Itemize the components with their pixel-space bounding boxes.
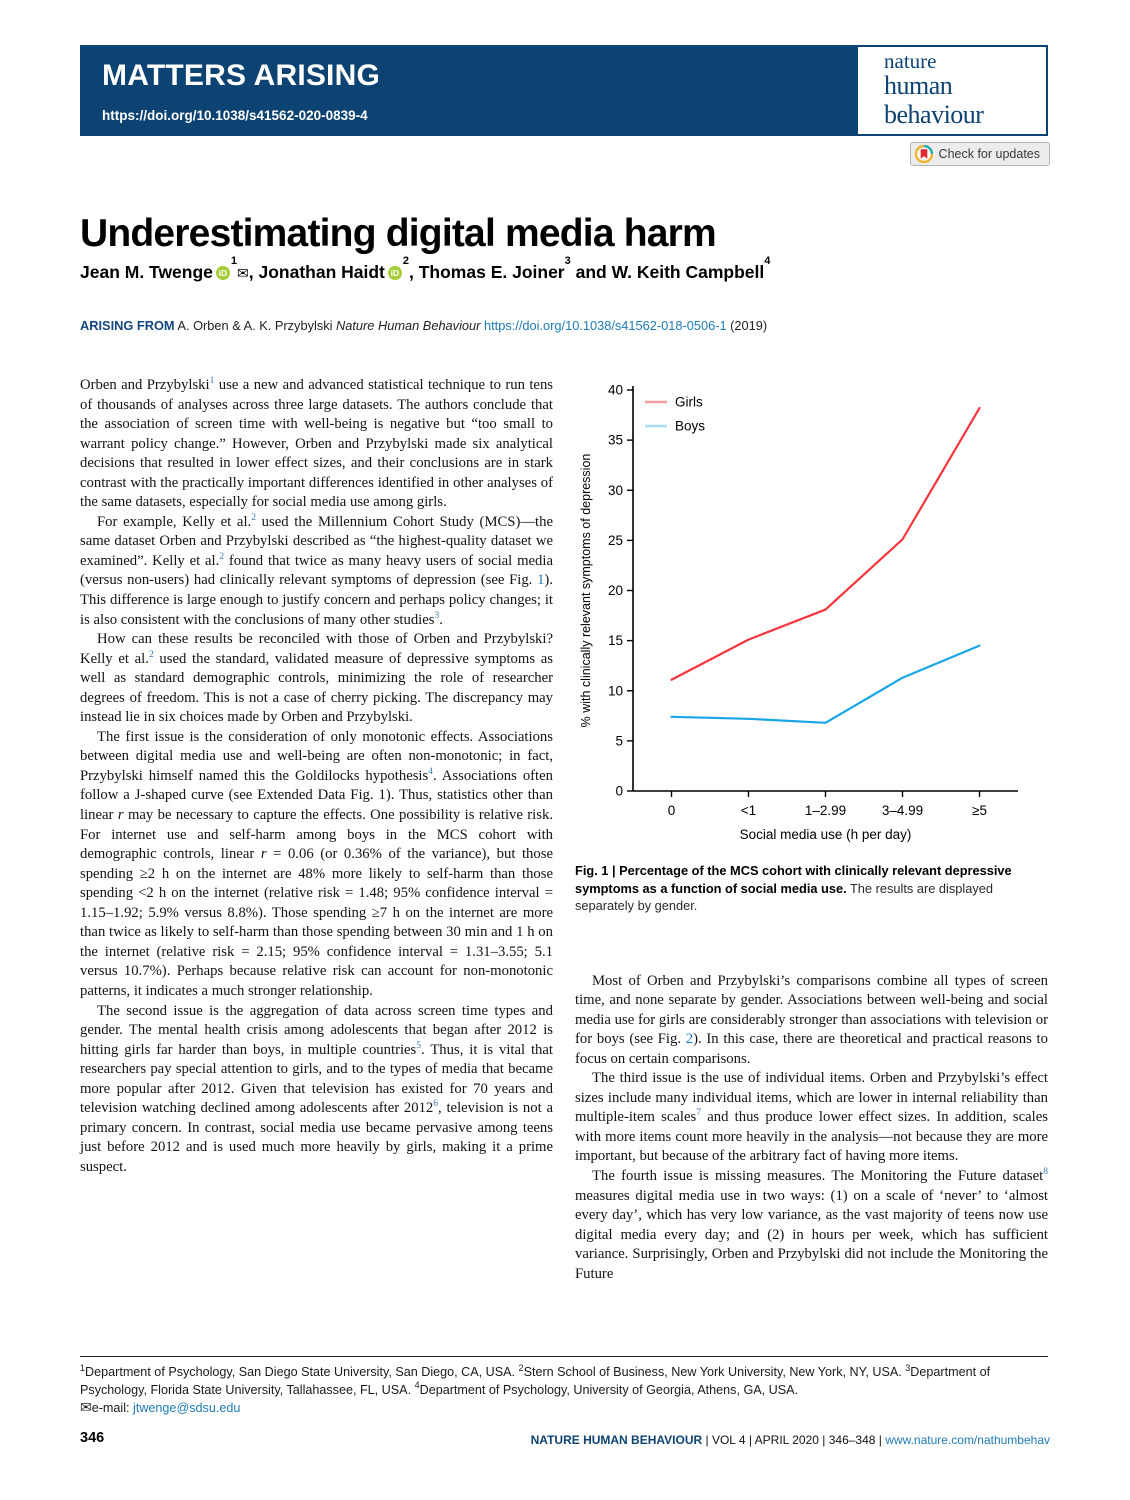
journal-logo: nature human behaviour xyxy=(856,45,1048,136)
reference-superscript[interactable]: 8 xyxy=(1043,1167,1048,1178)
figure-1-chart: 0 5 10 15 20 25 30 35 40 0 <1 1–2.99 3–4.99 ≥5 Girls Bo… xyxy=(575,376,1048,854)
svg-text:<1: <1 xyxy=(741,803,756,818)
paragraph: The fourth issue is missing measures. Th… xyxy=(575,1167,1048,1282)
crossmark-icon xyxy=(914,145,933,163)
right-column: 0 5 10 15 20 25 30 35 40 0 <1 1–2.99 3–4.99 ≥5 Girls Bo… xyxy=(575,376,1048,1284)
svg-text:% with clinically relevant sym: % with clinically relevant symptoms of d… xyxy=(579,454,593,728)
email-envelope-icon: ✉ xyxy=(80,1399,92,1415)
reference-superscript[interactable]: 1 xyxy=(209,376,215,387)
orcid-icon[interactable]: iD xyxy=(387,266,402,280)
journal-logo-title: human behaviour xyxy=(884,71,984,129)
svg-text:40: 40 xyxy=(608,383,623,398)
affiliations-block: 1Department of Psychology, San Diego Sta… xyxy=(80,1362,1048,1418)
figure-link[interactable]: 1 xyxy=(537,572,545,589)
right-column-text: Most of Orben and Przybylski’s compariso… xyxy=(575,972,1048,1285)
svg-text:3–4.99: 3–4.99 xyxy=(882,803,923,818)
svg-text:Social media use (h per day): Social media use (h per day) xyxy=(740,827,912,842)
arising-from-line: ARISING FROM A. Orben & A. K. Przybylski… xyxy=(80,318,767,333)
article-body: Orben and Przybylski1 use a new and adva… xyxy=(80,376,1048,1284)
reference-superscript[interactable]: 2 xyxy=(251,512,256,523)
email-envelope-icon: ✉ xyxy=(237,265,249,281)
reference-superscript[interactable]: 7 xyxy=(696,1108,701,1119)
page-title: Underestimating digital media harm xyxy=(80,212,717,256)
reference-superscript[interactable]: 6 xyxy=(433,1099,439,1110)
reference-superscript[interactable]: 4 xyxy=(414,1380,420,1391)
paragraph: Most of Orben and Przybylski’s compariso… xyxy=(575,972,1048,1067)
svg-text:20: 20 xyxy=(608,583,623,598)
paragraph: Orben and Przybylski1 use a new and adva… xyxy=(80,376,554,511)
arising-from-label: ARISING FROM xyxy=(80,318,175,333)
page-number: 346 xyxy=(80,1430,105,1446)
journal-footer-brand: NATURE HUMAN BEHAVIOUR xyxy=(530,1433,703,1447)
reference-superscript[interactable]: 4 xyxy=(428,767,433,778)
svg-text:10: 10 xyxy=(608,683,623,698)
reference-superscript[interactable]: 3 xyxy=(564,255,571,268)
reference-superscript[interactable]: 2 xyxy=(402,255,410,268)
paragraph: How can these results be reconciled with… xyxy=(80,631,553,726)
journal-footer-url[interactable]: www.nature.com/nathumbehav xyxy=(885,1433,1050,1447)
journal-banner: MATTERS ARISING https://doi.org/10.1038/… xyxy=(80,45,1048,136)
svg-text:Girls: Girls xyxy=(675,395,703,410)
reference-superscript[interactable]: 2 xyxy=(219,552,225,563)
journal-logo-nature: nature xyxy=(884,49,937,74)
svg-text:5: 5 xyxy=(615,733,623,748)
check-for-updates-label: Check for updates xyxy=(938,147,1040,161)
svg-text:≥5: ≥5 xyxy=(972,803,987,818)
footer-divider xyxy=(80,1356,1048,1357)
journal-footer-volume: | VOL 4 | APRIL 2020 | 346–348 | xyxy=(702,1433,886,1447)
figure-link[interactable]: 2 xyxy=(685,1031,694,1048)
reference-superscript[interactable]: 5 xyxy=(416,1040,422,1051)
journal-footer-line: NATURE HUMAN BEHAVIOUR | VOL 4 | APRIL 2… xyxy=(531,1433,1050,1447)
figure-1-caption-text: The results are displayed separately by … xyxy=(575,880,993,914)
svg-text:Boys: Boys xyxy=(675,419,705,434)
svg-text:35: 35 xyxy=(608,433,623,448)
paragraph: The first issue is the consideration of … xyxy=(80,728,553,999)
reference-superscript[interactable]: 4 xyxy=(764,255,771,268)
email-label: ✉e-mail: xyxy=(80,1399,134,1415)
reference-superscript[interactable]: 1 xyxy=(80,1362,86,1373)
email-line: ✉e-mail: jtwenge@sdsu.edu xyxy=(80,1399,1048,1418)
email-link[interactable]: jtwenge@sdsu.edu xyxy=(133,1401,241,1415)
reference-superscript[interactable]: 1 xyxy=(230,255,238,268)
figure-1-caption: Fig. 1 | Percentage of the MCS cohort wi… xyxy=(575,862,1048,915)
reference-superscript[interactable]: 3 xyxy=(905,1362,911,1373)
affiliations-text: 1Department of Psychology, San Diego Sta… xyxy=(80,1362,991,1397)
reference-superscript[interactable]: 2 xyxy=(148,649,154,660)
paragraph: The second issue is the aggregation of d… xyxy=(80,1002,553,1175)
paragraph: The third issue is the use of individual… xyxy=(575,1070,1048,1165)
authors-line: Jean M. Twenge iD1✉, Jonathan Haidt iD2, T… xyxy=(80,255,771,282)
reference-superscript[interactable]: 2 xyxy=(518,1362,524,1373)
article-type-kicker: MATTERS ARISING xyxy=(102,59,380,92)
left-column: Orben and Przybylski1 use a new and adva… xyxy=(80,376,553,1284)
check-for-updates-button[interactable]: Check for updates xyxy=(909,142,1050,166)
arising-from-reference: A. Orben & A. K. Przybylski Nature Human… xyxy=(177,318,768,333)
svg-text:30: 30 xyxy=(608,483,623,498)
paragraph: For example, Kelly et al.2 used the Mill… xyxy=(80,512,553,628)
svg-text:1–2.99: 1–2.99 xyxy=(805,803,846,818)
svg-text:0: 0 xyxy=(615,784,623,799)
orcid-icon[interactable]: iD xyxy=(215,266,230,280)
reference-superscript[interactable]: 3 xyxy=(434,610,440,621)
article-doi[interactable]: https://doi.org/10.1038/s41562-020-0839-… xyxy=(102,108,368,123)
svg-text:0: 0 xyxy=(668,803,676,818)
svg-text:25: 25 xyxy=(608,533,623,548)
figure-1-caption-title: Fig. 1 | Percentage of the MCS cohort wi… xyxy=(575,863,1012,896)
doi-link[interactable]: https://doi.org/10.1038/s41562-018-0506-… xyxy=(483,318,727,333)
svg-text:15: 15 xyxy=(608,633,623,648)
